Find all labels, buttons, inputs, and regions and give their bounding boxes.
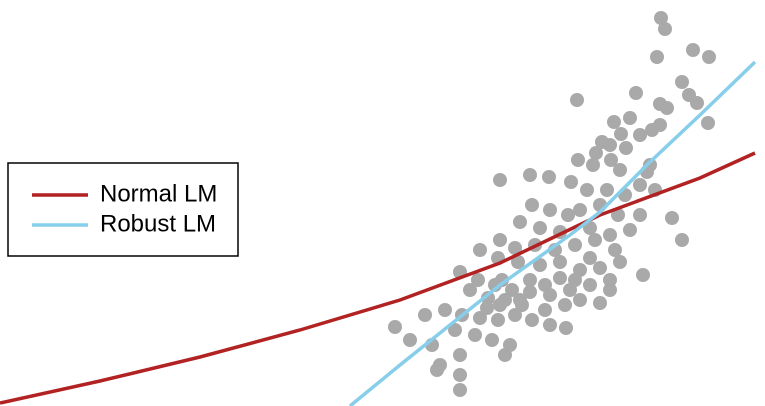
point bbox=[633, 178, 647, 192]
point bbox=[589, 146, 603, 160]
point bbox=[513, 293, 527, 307]
legend-label: Normal LM bbox=[100, 180, 217, 207]
point bbox=[543, 203, 557, 217]
point bbox=[660, 101, 674, 115]
point bbox=[505, 283, 519, 297]
point bbox=[580, 183, 594, 197]
point bbox=[650, 50, 664, 64]
point bbox=[607, 115, 621, 129]
point bbox=[511, 255, 525, 269]
point bbox=[525, 198, 539, 212]
point bbox=[603, 138, 617, 152]
point bbox=[593, 261, 607, 275]
point bbox=[603, 283, 617, 297]
point bbox=[629, 86, 643, 100]
point bbox=[525, 313, 539, 327]
point bbox=[473, 311, 487, 325]
point bbox=[498, 348, 512, 362]
point bbox=[403, 333, 417, 347]
point bbox=[533, 258, 547, 272]
point bbox=[654, 11, 668, 25]
point bbox=[613, 255, 627, 269]
point bbox=[448, 323, 462, 337]
point bbox=[438, 303, 452, 317]
fit-line bbox=[348, 60, 757, 406]
point bbox=[564, 175, 578, 189]
point bbox=[493, 298, 507, 312]
point bbox=[686, 43, 700, 57]
point bbox=[553, 255, 567, 269]
point bbox=[701, 116, 715, 130]
point bbox=[513, 215, 527, 229]
legend-label: Robust LM bbox=[100, 210, 216, 237]
point bbox=[593, 296, 607, 310]
point bbox=[614, 127, 628, 141]
point bbox=[588, 233, 602, 247]
point bbox=[665, 211, 679, 225]
point bbox=[491, 313, 505, 327]
point bbox=[568, 238, 582, 252]
point bbox=[561, 208, 575, 222]
point bbox=[633, 208, 647, 222]
point bbox=[675, 75, 689, 89]
point bbox=[485, 333, 499, 347]
point bbox=[623, 223, 637, 237]
point bbox=[600, 183, 614, 197]
point bbox=[523, 168, 537, 182]
point bbox=[604, 153, 618, 167]
point bbox=[586, 158, 600, 172]
point bbox=[538, 278, 552, 292]
point bbox=[480, 301, 494, 315]
point bbox=[608, 243, 622, 257]
point bbox=[543, 318, 557, 332]
point bbox=[495, 273, 509, 287]
point bbox=[538, 303, 552, 317]
point bbox=[573, 203, 587, 217]
point bbox=[613, 163, 627, 177]
point bbox=[493, 233, 507, 247]
point bbox=[523, 285, 537, 299]
point bbox=[559, 321, 573, 335]
point bbox=[583, 251, 597, 265]
point bbox=[533, 221, 547, 235]
point bbox=[523, 273, 537, 287]
fit-line bbox=[0, 151, 756, 405]
point bbox=[473, 243, 487, 257]
point bbox=[619, 141, 633, 155]
point bbox=[493, 173, 507, 187]
point bbox=[702, 50, 716, 64]
point bbox=[603, 228, 617, 242]
point bbox=[453, 383, 467, 397]
point bbox=[570, 93, 584, 107]
point bbox=[573, 293, 587, 307]
point bbox=[508, 241, 522, 255]
point bbox=[571, 153, 585, 167]
point bbox=[690, 96, 704, 110]
point bbox=[583, 278, 597, 292]
point bbox=[636, 268, 650, 282]
point bbox=[603, 273, 617, 287]
point bbox=[675, 233, 689, 247]
point bbox=[633, 128, 647, 142]
point bbox=[568, 273, 582, 287]
point bbox=[388, 320, 402, 334]
point bbox=[453, 348, 467, 362]
point bbox=[468, 328, 482, 342]
point bbox=[418, 308, 432, 322]
point bbox=[623, 111, 637, 125]
point bbox=[471, 273, 485, 287]
point bbox=[453, 368, 467, 382]
point bbox=[430, 363, 444, 377]
point bbox=[463, 283, 477, 297]
point bbox=[542, 170, 556, 184]
point bbox=[653, 118, 667, 132]
legend-box bbox=[7, 162, 239, 257]
point bbox=[558, 298, 572, 312]
point bbox=[553, 271, 567, 285]
point bbox=[658, 22, 672, 36]
point bbox=[508, 308, 522, 322]
